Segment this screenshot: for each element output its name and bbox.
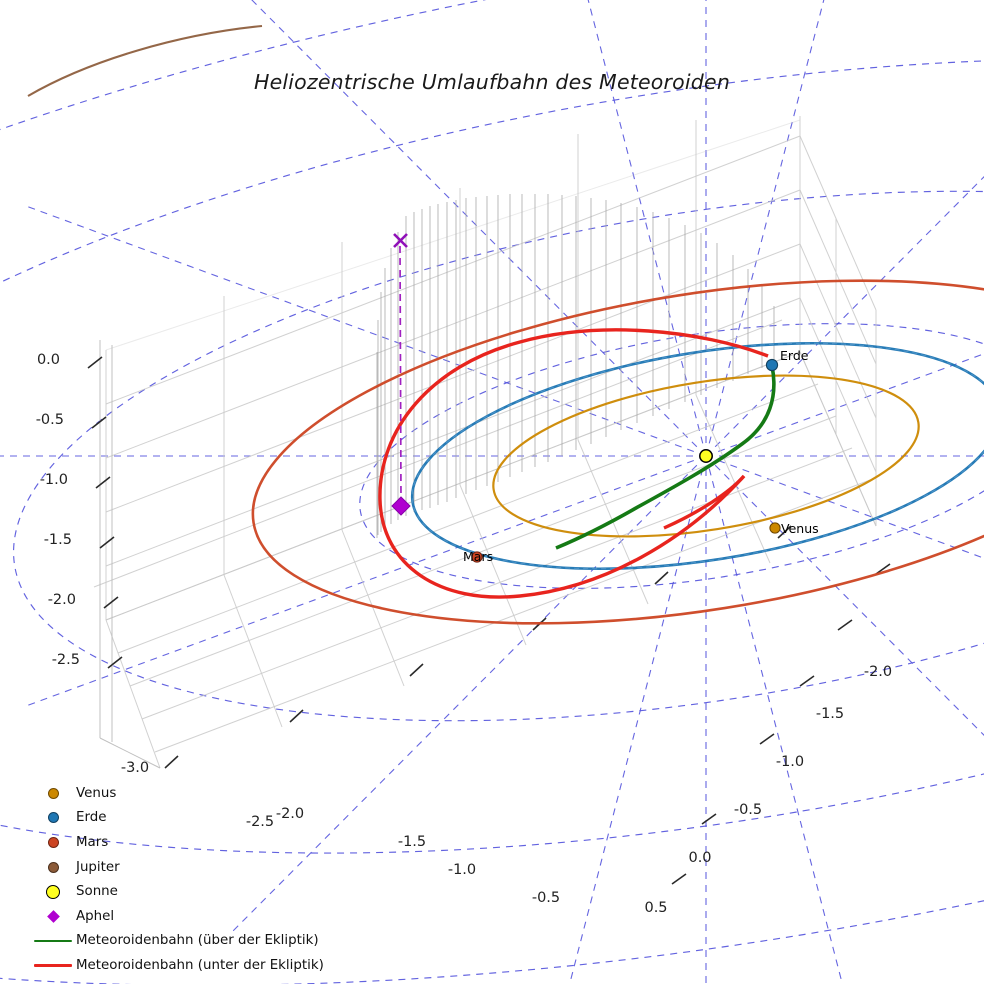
legend-label: Aphel: [76, 908, 115, 924]
legend-label: Jupiter: [76, 859, 120, 875]
pane-grid: [93, 116, 877, 769]
legend-item-erde[interactable]: Erde: [30, 806, 360, 831]
legend-symbol: [47, 861, 59, 873]
legend-item-jupiter[interactable]: Jupiter: [30, 855, 360, 880]
orbit-jupiter: [27, 24, 263, 97]
legend-line-icon: [30, 964, 76, 967]
ytick-0: 0.5: [644, 900, 667, 916]
legend-symbol: [46, 884, 60, 899]
legend-symbol: [47, 812, 59, 824]
ztick-4: -2.0: [48, 592, 76, 608]
legend-symbol: [47, 787, 59, 799]
legend: Venus Erde Mars Jupiter Sonne Aphel Meteoroide…: [30, 781, 360, 978]
aphel-projection-x-icon: [393, 233, 408, 248]
label-erde: Erde: [780, 348, 809, 363]
tick-labels: 0.0 -0.5 -1.0 -1.5 -2.0 -2.5 -3.0 -2.5 -…: [36, 352, 892, 916]
body-markers: [391, 358, 781, 563]
label-mars: Mars: [463, 549, 493, 564]
legend-item-mars[interactable]: Mars: [30, 830, 360, 855]
ztick-0: 0.0: [37, 352, 60, 368]
trajectory-stems: [376, 194, 775, 538]
ytick-1: 0.0: [688, 850, 711, 866]
orbit-erde: [410, 341, 984, 571]
legend-symbol: [34, 964, 72, 967]
xtick-1: -2.5: [246, 814, 274, 830]
mars-marker: [471, 551, 483, 563]
legend-item-meteoroidenbahn[interactable]: Meteoroidenbahn (unter der Ekliptik): [30, 953, 360, 978]
legend-symbol: [47, 836, 59, 848]
page-title: Heliozentrische Umlaufbahn des Meteoroid…: [253, 70, 731, 94]
legend-item-aphel[interactable]: Aphel: [30, 904, 360, 929]
legend-item-venus[interactable]: Venus: [30, 781, 360, 806]
aphel-stem: [393, 233, 408, 503]
xtick-5b: -0.5: [532, 890, 560, 906]
legend-label: Mars: [76, 834, 109, 850]
xtick-0: -3.0: [121, 760, 149, 776]
ytick-2: -0.5: [734, 802, 762, 818]
legend-dot-icon: [30, 787, 76, 799]
legend-dot-icon: [30, 861, 76, 873]
legend-line-icon: [30, 939, 76, 943]
legend-label: Meteoroidenbahn (über der Ekliptik): [76, 933, 319, 949]
meteoroid-track-below: [378, 328, 769, 599]
ztick-3: -1.5: [44, 532, 72, 548]
legend-dot-icon: [30, 812, 76, 824]
xtick-4b: -1.0: [448, 862, 476, 878]
xtick-3b: -1.5: [398, 834, 426, 850]
legend-dot-icon: [30, 836, 76, 848]
ztick-5: -2.5: [52, 652, 80, 668]
ytick-3: -1.0: [776, 754, 804, 770]
legend-symbol: [34, 939, 72, 943]
body-annotations: Erde Venus Mars: [463, 348, 819, 564]
meteoroid-track-above: [555, 365, 776, 550]
legend-item-sonne[interactable]: Sonne: [30, 879, 360, 904]
ztick-1: -0.5: [36, 412, 64, 428]
legend-label: Erde: [76, 810, 107, 826]
legend-dot-icon: [30, 884, 76, 899]
legend-symbol: [46, 909, 60, 923]
ytick-4: -1.5: [816, 706, 844, 722]
sonne-marker: [699, 449, 713, 463]
legend-diamond-icon: [30, 909, 76, 923]
legend-label: Sonne: [76, 884, 118, 900]
orbit-mars: [251, 279, 984, 625]
axis-ticks: [87, 356, 891, 885]
legend-label: Venus: [76, 785, 117, 801]
aphel-marker: [391, 496, 411, 516]
legend-label: Meteoroidenbahn (unter der Ekliptik): [76, 957, 324, 973]
erde-marker: [765, 358, 779, 372]
ztick-2: -1.0: [40, 472, 68, 488]
orbit-venus: [492, 374, 920, 538]
xtick-2b: -2.0: [276, 806, 304, 822]
venus-marker: [769, 522, 781, 534]
legend-item-meteoroidenbahn[interactable]: Meteoroidenbahn (über der Ekliptik): [30, 929, 360, 954]
label-venus: Venus: [781, 521, 819, 536]
ytick-5: -2.0: [864, 664, 892, 680]
